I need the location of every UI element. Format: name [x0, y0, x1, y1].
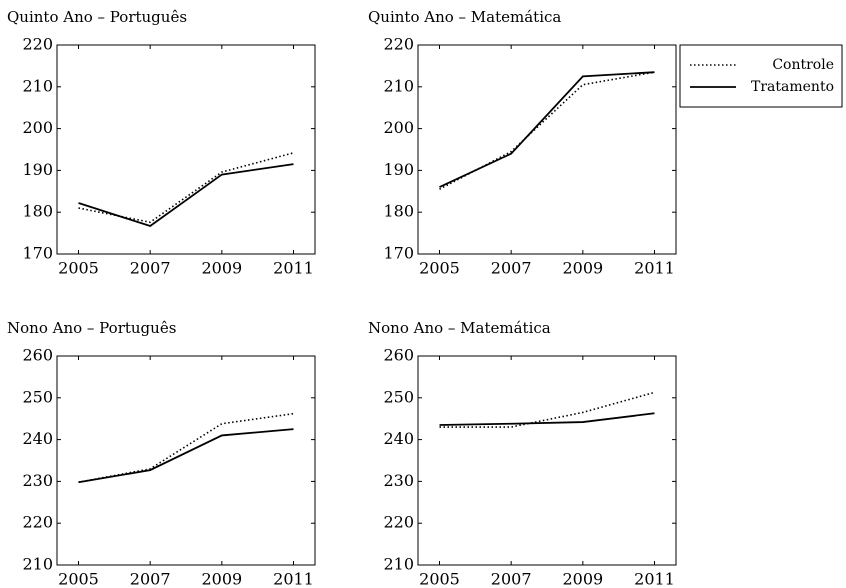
x-tick-label: 2005 — [419, 259, 460, 278]
legend-box — [679, 44, 843, 108]
x-tick-label: 2011 — [273, 259, 314, 278]
y-tick-label: 170 — [383, 244, 414, 263]
x-tick-label: 2009 — [201, 259, 242, 278]
y-tick-label: 200 — [383, 118, 414, 137]
plot-frame — [56, 355, 316, 566]
y-tick-label: 220 — [383, 513, 414, 532]
y-tick-label: 220 — [383, 35, 414, 54]
y-tick-label: 180 — [22, 202, 53, 221]
y-tick-label: 220 — [22, 35, 53, 54]
plot-frame — [417, 355, 677, 566]
y-tick-label: 190 — [22, 160, 53, 179]
x-tick-label: 2007 — [130, 259, 171, 278]
x-tick-label: 2011 — [634, 259, 675, 278]
y-tick-label: 210 — [383, 555, 414, 574]
y-tick-label: 260 — [383, 346, 414, 365]
chart-title: Quinto Ano – Matemática — [368, 8, 561, 26]
x-tick-label: 2007 — [130, 570, 171, 588]
y-tick-label: 190 — [383, 160, 414, 179]
x-tick-label: 2005 — [58, 259, 99, 278]
x-tick-label: 2011 — [634, 570, 675, 588]
data-line — [78, 152, 294, 224]
data-line — [78, 163, 294, 227]
x-tick-label: 2007 — [491, 259, 532, 278]
y-tick-label: 240 — [383, 429, 414, 448]
data-line — [78, 412, 294, 484]
y-tick-label: 210 — [383, 76, 414, 95]
data-line — [78, 428, 294, 484]
x-tick-label: 2011 — [273, 570, 314, 588]
x-tick-label: 2007 — [491, 570, 532, 588]
y-tick-label: 170 — [22, 244, 53, 263]
x-tick-label: 2009 — [562, 259, 603, 278]
data-line — [439, 412, 655, 426]
y-tick-label: 180 — [383, 202, 414, 221]
y-tick-label: 250 — [383, 387, 414, 406]
chart-title: Quinto Ano – Português — [7, 8, 187, 26]
plot-frame — [417, 44, 677, 255]
y-tick-label: 230 — [383, 471, 414, 490]
chart-title: Nono Ano – Matemática — [368, 319, 551, 337]
y-tick-label: 210 — [22, 555, 53, 574]
y-tick-label: 240 — [22, 429, 53, 448]
y-tick-label: 260 — [22, 346, 53, 365]
x-tick-label: 2009 — [562, 570, 603, 588]
legend-label: Controle — [772, 57, 834, 73]
y-tick-label: 250 — [22, 387, 53, 406]
chart-title: Nono Ano – Português — [7, 319, 176, 337]
legend-label: Tratamento — [751, 79, 834, 95]
y-tick-label: 220 — [22, 513, 53, 532]
x-tick-label: 2005 — [419, 570, 460, 588]
plot-frame — [56, 44, 316, 255]
data-line — [439, 71, 655, 188]
x-tick-label: 2009 — [201, 570, 242, 588]
y-tick-label: 210 — [22, 76, 53, 95]
x-tick-label: 2005 — [58, 570, 99, 588]
y-tick-label: 230 — [22, 471, 53, 490]
data-line — [439, 391, 655, 428]
y-tick-label: 200 — [22, 118, 53, 137]
